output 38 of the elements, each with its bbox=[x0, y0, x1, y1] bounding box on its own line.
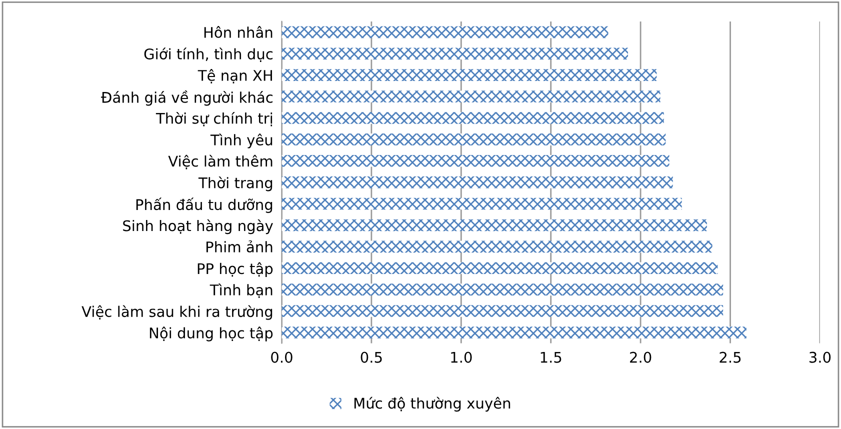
bar bbox=[282, 134, 666, 146]
x-tick-label: 1.5 bbox=[540, 352, 562, 363]
bar bbox=[282, 69, 657, 81]
y-tick-label: Việc làm thêm bbox=[168, 154, 272, 170]
y-tick-label: Giới tính, tình dục bbox=[144, 48, 273, 62]
bar bbox=[282, 154, 670, 167]
y-tick-label: Đánh giá về người khác bbox=[101, 90, 272, 106]
bar bbox=[282, 284, 724, 296]
bar bbox=[282, 219, 707, 232]
x-tick-label: 2.0 bbox=[630, 352, 652, 363]
bar bbox=[282, 48, 628, 60]
y-tick-label: PP học tập bbox=[198, 262, 273, 277]
y-tick-label: Việc làm sau khi ra trường bbox=[82, 305, 272, 320]
y-tick-label: Sinh hoạt hàng ngày bbox=[123, 219, 273, 234]
y-tick-label: Phấn đấu tu dưỡng bbox=[136, 198, 272, 213]
y-tick-label: Thời trang bbox=[198, 176, 272, 192]
x-tick-label: 0.0 bbox=[271, 352, 292, 363]
x-tick-label: 1.0 bbox=[451, 352, 472, 363]
y-tick-label: Nội dung học tập bbox=[150, 326, 273, 342]
x-tick-label: 2.5 bbox=[720, 352, 741, 363]
bar bbox=[282, 326, 746, 338]
y-tick-label: Phim ảnh bbox=[206, 240, 272, 252]
bar bbox=[282, 90, 660, 102]
bar bbox=[282, 112, 664, 124]
bar bbox=[282, 240, 712, 253]
x-tick-label: 3.0 bbox=[809, 352, 831, 363]
x-tick-label: 0.5 bbox=[360, 352, 382, 363]
y-tick-label: Tệ nạn XH bbox=[198, 69, 272, 84]
y-tick-label: Hôn nhân bbox=[204, 26, 272, 38]
bar bbox=[282, 198, 682, 210]
y-tick-label: Tình yêu bbox=[210, 134, 272, 148]
y-tick-label: Tình bạn bbox=[210, 284, 272, 298]
bar bbox=[282, 262, 718, 274]
bar bbox=[282, 305, 724, 317]
legend-label: Mức độ thường xuyên bbox=[354, 396, 510, 412]
y-tick-label: Thời sự chính trị bbox=[156, 112, 272, 126]
bar bbox=[282, 26, 608, 38]
bar bbox=[282, 176, 673, 188]
